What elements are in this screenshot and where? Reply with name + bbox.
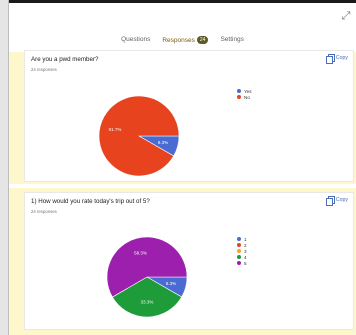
- legend-item-2: 2: [237, 242, 247, 248]
- pie-chart-rating: 8.3% 33.3% 58.3%: [106, 236, 188, 318]
- legend-item-3: 3: [237, 248, 247, 254]
- responses-count-badge: 24: [196, 36, 209, 44]
- copy-label: Copy: [335, 197, 348, 203]
- pie-slice-5[interactable]: [106, 236, 188, 298]
- slice-data-label: 91.7%: [109, 127, 122, 132]
- copy-icon: [325, 196, 335, 206]
- tab-questions[interactable]: Questions: [121, 32, 150, 52]
- copy-label: Copy: [335, 55, 348, 61]
- tab-responses-label: Responses: [162, 37, 195, 44]
- chart-legend: Yes No: [237, 88, 252, 100]
- legend-label: 4: [244, 254, 247, 260]
- top-edge: [0, 0, 356, 3]
- left-edge: [0, 0, 9, 335]
- slice-data-label: 8.3%: [158, 140, 168, 145]
- legend-item-5: 5: [237, 260, 247, 266]
- response-count: 24 responses: [31, 67, 57, 72]
- legend-swatch: [237, 95, 241, 99]
- tab-settings-label: Settings: [220, 36, 244, 43]
- question-card-2: 1) How would you rate today's trip out o…: [24, 192, 354, 330]
- legend-label: Yes: [244, 88, 252, 94]
- copy-icon: [325, 54, 335, 64]
- pie-slice-4[interactable]: [111, 276, 183, 318]
- question-title: 1) How would you rate today's trip out o…: [31, 198, 150, 205]
- response-count: 24 responses: [31, 209, 57, 214]
- legend-item-4: 4: [237, 254, 247, 260]
- tab-settings[interactable]: Settings: [220, 32, 244, 52]
- legend-label: 5: [244, 260, 247, 266]
- copy-chart-button[interactable]: Copy: [325, 54, 348, 64]
- form-tabs: Questions Responses 24 Settings: [9, 32, 356, 52]
- legend-item-yes: Yes: [237, 88, 252, 94]
- legend-label: 2: [244, 242, 247, 248]
- legend-swatch: [237, 237, 241, 241]
- slice-data-label: 8.3%: [166, 281, 176, 286]
- legend-swatch: [237, 243, 241, 247]
- pie-chart-pwd: 8.3% 91.7%: [98, 95, 180, 177]
- pie-slice-no[interactable]: [98, 95, 180, 177]
- legend-label: No: [244, 94, 250, 100]
- question-title: Are you a pwd member?: [31, 56, 99, 63]
- legend-swatch: [237, 249, 241, 253]
- legend-item-1: 1: [237, 236, 247, 242]
- legend-swatch: [237, 255, 241, 259]
- tab-questions-label: Questions: [121, 36, 151, 43]
- legend-swatch: [237, 89, 241, 93]
- legend-item-no: No: [237, 94, 252, 100]
- legend-swatch: [237, 261, 241, 265]
- slice-data-label: 58.3%: [134, 251, 147, 256]
- expand-icon[interactable]: ⤢: [341, 10, 351, 22]
- tab-responses[interactable]: Responses 24: [162, 32, 209, 52]
- copy-chart-button[interactable]: Copy: [325, 196, 348, 206]
- question-card-1: Are you a pwd member? 24 responses Copy …: [24, 50, 354, 182]
- legend-label: 3: [244, 248, 247, 254]
- legend-label: 1: [244, 236, 247, 242]
- slice-data-label: 33.3%: [141, 299, 154, 304]
